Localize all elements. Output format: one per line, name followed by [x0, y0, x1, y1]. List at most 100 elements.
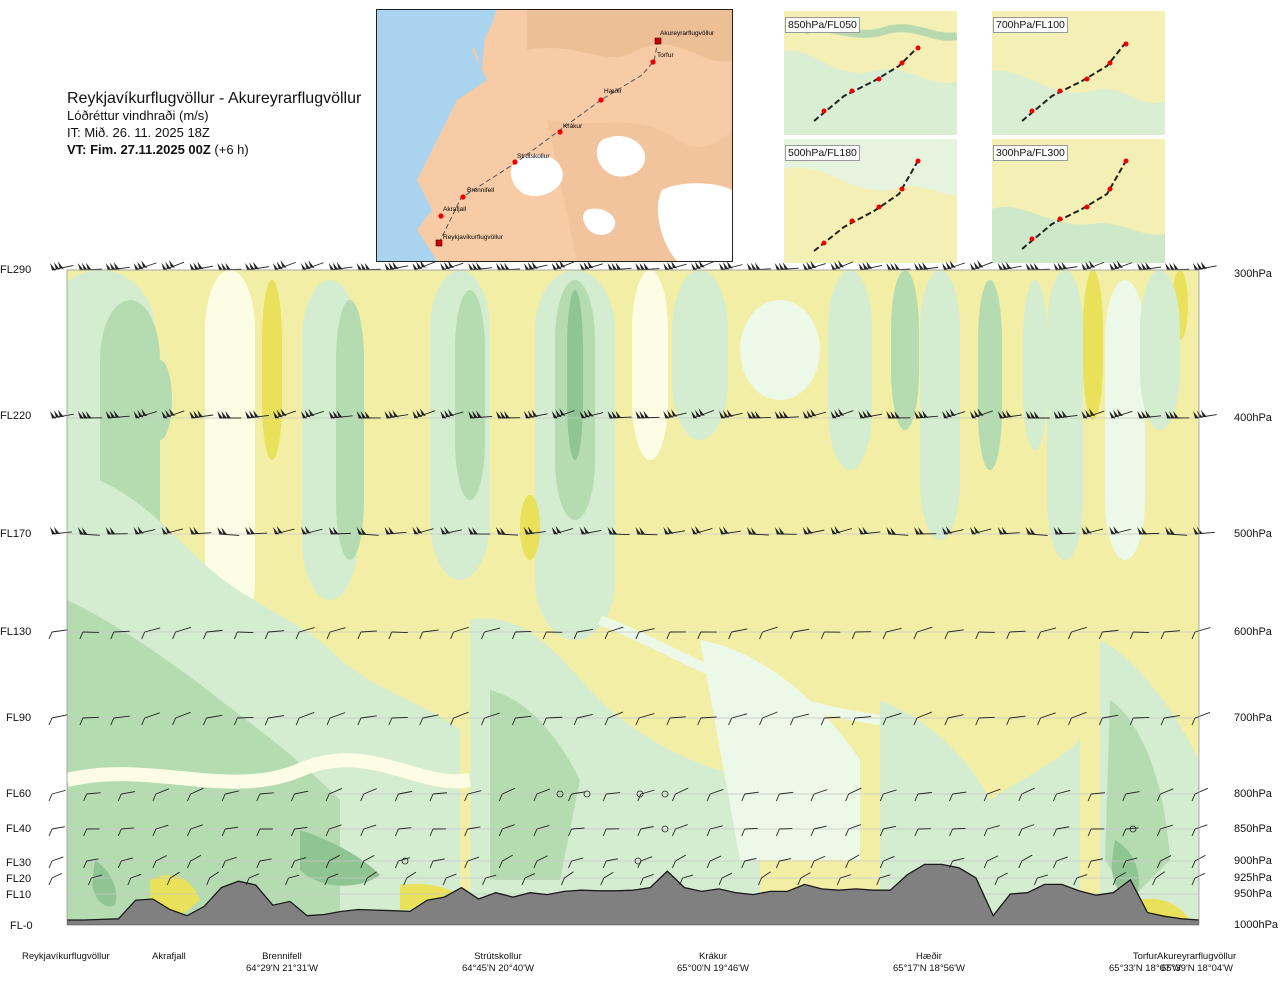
wind-barb-shaft — [1111, 262, 1133, 271]
wind-barb-flag — [973, 409, 980, 418]
wind-barb-feather — [728, 631, 733, 640]
wind-barb-shaft — [885, 627, 902, 633]
wind-barb-shaft — [571, 827, 585, 830]
wind-barb — [328, 261, 353, 271]
wind-barb-flag — [1169, 410, 1176, 419]
field-band — [148, 360, 172, 440]
wind-barb-shaft — [606, 792, 621, 795]
wind-barb-feather — [1160, 631, 1165, 640]
wind-barb — [1156, 855, 1172, 869]
wind-barb-flag — [1141, 526, 1148, 535]
wind-barb-flag — [193, 410, 200, 418]
location-label: Hæðir 65°17'N 18°56'W — [893, 951, 965, 975]
wind-barb-flag — [698, 408, 705, 416]
wind-barb-flag — [579, 411, 586, 419]
wind-barb-flag — [639, 527, 646, 535]
wind-barb-flag — [663, 411, 670, 419]
wind-barb-feather — [672, 860, 676, 869]
wind-barb — [152, 788, 170, 802]
wind-barb — [245, 526, 268, 535]
wind-barb — [666, 631, 686, 640]
wind-barb-shaft — [191, 265, 214, 271]
wind-barb-shaft — [51, 856, 64, 862]
wind-barb-shaft — [776, 416, 799, 419]
wind-barb-flag — [945, 409, 952, 418]
wind-barb-feather — [568, 793, 572, 802]
wind-barb-flag — [77, 263, 84, 271]
wind-barb-shaft — [665, 263, 687, 271]
wind-barb-shaft — [1139, 415, 1162, 419]
wind-barb — [356, 527, 379, 536]
wind-barb-shaft — [1027, 533, 1048, 536]
field-region — [150, 875, 200, 925]
wind-barb — [1033, 874, 1049, 886]
wind-barb-flag — [245, 411, 252, 419]
wind-barb — [600, 871, 614, 886]
wind-barb-flag — [360, 410, 367, 419]
wind-barb — [914, 828, 931, 837]
wind-barb-flag — [161, 263, 168, 271]
wind-barb-shaft — [952, 791, 967, 795]
panel-drawing — [992, 139, 1165, 263]
wind-barb-flag — [197, 261, 204, 270]
wind-barb-flag — [1169, 527, 1176, 535]
wind-barb-shaft — [1139, 532, 1160, 535]
wind-barb — [440, 260, 464, 271]
wind-barb-shaft — [274, 528, 295, 535]
wind-barb-shaft — [776, 267, 799, 271]
wind-barb — [498, 824, 515, 837]
wind-barb — [256, 792, 274, 802]
wind-barb — [607, 410, 632, 419]
wind-barb-flag — [300, 411, 307, 419]
wind-barb-flag — [308, 408, 315, 417]
wind-barb-flag — [500, 410, 507, 419]
wind-barb-feather — [48, 717, 53, 726]
wind-barb-flag — [384, 411, 391, 419]
map-label: Hæðir — [604, 87, 623, 95]
wind-barb-flag — [838, 408, 845, 416]
wind-barb — [851, 716, 872, 726]
wind-barb-shaft — [1056, 856, 1068, 862]
wind-barb-feather — [728, 717, 733, 726]
map-label: Brennifell — [467, 187, 495, 194]
wind-barb-feather — [542, 631, 547, 640]
wind-barb-flag — [360, 262, 367, 271]
wind-barb-flag — [161, 411, 168, 419]
wind-barb — [1191, 787, 1208, 802]
wind-barb-flag — [412, 527, 419, 535]
location-name: Reykjavíkurflugvöllur — [22, 951, 110, 962]
wind-barb-flag — [416, 409, 423, 418]
wind-barb — [360, 824, 377, 837]
wind-barb — [858, 409, 883, 419]
wind-barb-shaft — [553, 410, 575, 419]
wind-barb-flag — [1141, 410, 1148, 419]
wind-barb-shaft — [163, 528, 183, 535]
wind-barb — [357, 715, 377, 726]
wind-barb-shaft — [1115, 872, 1126, 879]
wind-barb-shaft — [748, 533, 769, 536]
wind-barb-feather — [511, 717, 516, 726]
wind-barb — [845, 787, 862, 802]
wind-barb-flag — [858, 411, 865, 419]
wind-barb-shaft — [525, 264, 548, 271]
wind-barb-flag — [997, 411, 1004, 419]
wind-barb-feather — [913, 717, 918, 726]
wind-barb-flag — [942, 411, 949, 419]
wind-barb-shaft — [1160, 855, 1172, 862]
wind-barb-flag — [133, 527, 140, 535]
wind-barb — [775, 791, 794, 802]
wind-barb — [325, 824, 342, 837]
wind-barb — [388, 716, 408, 726]
wind-barb-shaft — [640, 826, 654, 830]
wind-barb-feather — [464, 860, 469, 869]
wind-barb-feather — [127, 877, 132, 886]
wind-barb-flag — [719, 263, 726, 271]
wind-barb — [741, 791, 759, 802]
wind-barb — [573, 629, 594, 640]
wind-barb-feather — [172, 717, 176, 726]
wind-barb — [360, 788, 377, 802]
wind-barb-flag — [750, 527, 757, 535]
wind-barb-shaft — [1111, 410, 1133, 419]
wind-barb-shaft — [51, 714, 68, 719]
wind-barb-feather — [1006, 631, 1011, 640]
